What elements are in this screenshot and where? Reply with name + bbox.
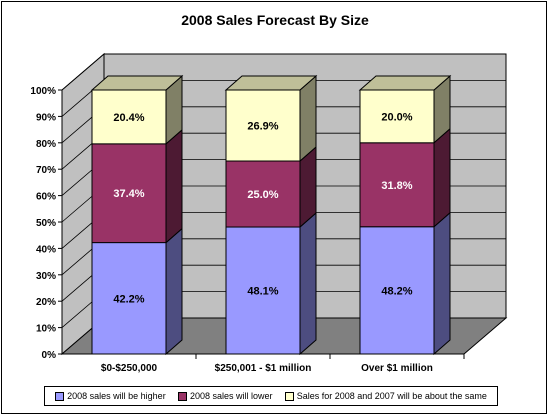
y-tick-label: 10% — [36, 324, 56, 335]
bar-front — [225, 226, 301, 355]
y-tick-label: 80% — [36, 139, 56, 150]
bar-segment — [90, 74, 184, 145]
bar-side — [299, 74, 317, 163]
bar-side — [433, 127, 451, 228]
x-tick-label: $0-$250,000 — [101, 363, 158, 374]
bar-segment — [359, 211, 451, 356]
y-tick-label: 30% — [36, 271, 56, 282]
data-label: 37.4% — [113, 188, 144, 200]
y-tick-label: 0% — [42, 350, 57, 361]
bar-top — [358, 75, 452, 91]
x-tick-label: $250,001 - $1 million — [215, 363, 312, 374]
bar-segment — [225, 211, 317, 356]
chart-title: 2008 Sales Forecast By Size — [181, 12, 369, 28]
bar-side — [165, 128, 183, 244]
bar-segment — [91, 128, 183, 244]
y-tick-label: 20% — [36, 297, 56, 308]
data-label: 20.4% — [113, 112, 144, 124]
bar-side — [165, 227, 183, 356]
bar-segment — [358, 74, 452, 144]
data-label: 48.2% — [381, 285, 412, 297]
legend-swatch — [284, 391, 294, 401]
y-tick-label: 70% — [36, 165, 56, 176]
legend-item: 2008 sales will lower — [177, 391, 273, 401]
bar-side — [299, 211, 317, 356]
x-tick-label: Over $1 million — [361, 363, 433, 374]
y-tick-label: 50% — [36, 218, 56, 229]
bar-front — [91, 143, 167, 244]
legend-item: 2008 sales will be higher — [55, 391, 166, 401]
bar-top — [90, 75, 184, 91]
bar-front — [359, 89, 435, 144]
bar-segment — [225, 145, 317, 229]
bar-front — [225, 160, 301, 228]
data-label: 31.8% — [381, 180, 412, 192]
bar-top — [224, 75, 318, 91]
bar-segment — [224, 74, 318, 163]
y-tick-label: 90% — [36, 112, 56, 123]
y-tick-label: 60% — [36, 192, 56, 203]
bar-side — [433, 211, 451, 356]
legend-swatch — [55, 391, 65, 401]
chart-legend: 2008 sales will be higher 2008 sales will… — [44, 386, 498, 406]
y-tick-label: 40% — [36, 244, 56, 255]
bar-segment — [359, 127, 451, 228]
legend-item: Sales for 2008 and 2007 will be about th… — [284, 391, 487, 401]
data-label: 25.0% — [247, 189, 278, 201]
legend-label: 2008 sales will lower — [189, 391, 273, 401]
legend-label: 2008 sales will be higher — [67, 391, 166, 401]
legend-label: Sales for 2008 and 2007 will be about th… — [296, 391, 487, 401]
legend-swatch — [177, 391, 187, 401]
gridline — [61, 53, 506, 91]
data-label: 20.0% — [381, 111, 412, 123]
data-label: 48.1% — [247, 286, 278, 298]
bar-segment — [91, 227, 183, 356]
y-tick-label: 100% — [30, 86, 56, 97]
data-label: 42.2% — [113, 293, 144, 305]
data-label: 26.9% — [247, 121, 278, 133]
bar-front — [225, 89, 301, 162]
